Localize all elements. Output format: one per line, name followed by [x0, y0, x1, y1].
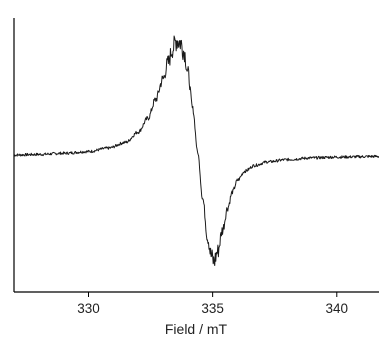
x-tick-label: 340 [326, 301, 349, 316]
x-tick-label: 330 [77, 301, 100, 316]
x-axis-title: Field / mT [165, 321, 228, 337]
x-axis-ticks: 330 335 340 [77, 292, 348, 316]
spectrum-trace [13, 35, 379, 267]
x-tick-label: 335 [201, 301, 224, 316]
